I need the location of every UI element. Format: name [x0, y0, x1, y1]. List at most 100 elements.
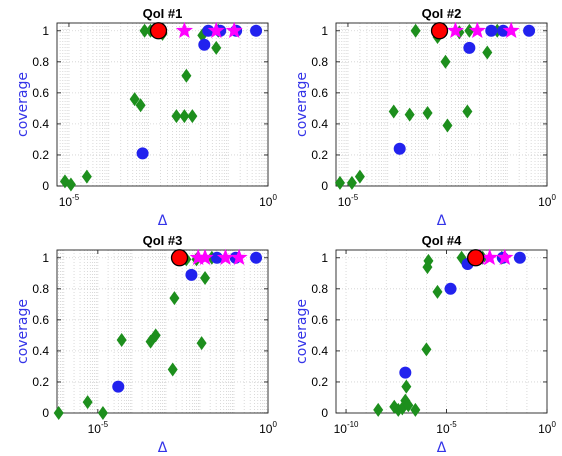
x-tick-label: 10-5	[338, 193, 359, 209]
diamond-marker	[181, 68, 192, 83]
x-tick-label: 100	[259, 193, 277, 209]
y-tick-label: 1	[321, 24, 328, 38]
star-marker	[225, 21, 243, 38]
y-tick-label: 0.4	[32, 117, 49, 131]
plot-area	[336, 23, 547, 186]
diamond-marker	[354, 169, 365, 184]
star-marker	[502, 21, 520, 38]
grid	[57, 250, 268, 413]
diamond-marker	[81, 169, 92, 184]
diamond-marker	[404, 107, 415, 122]
diamond-marker	[139, 23, 150, 38]
axes-frame	[335, 249, 548, 414]
circle-marker	[463, 41, 476, 54]
diamond-marker	[482, 45, 493, 60]
diamond-marker	[334, 175, 345, 190]
markers	[53, 248, 263, 420]
x-tick-label: 100	[538, 193, 556, 209]
circle-marker	[497, 24, 510, 37]
star-marker	[216, 248, 234, 265]
best-marker	[170, 249, 189, 267]
diamond-marker	[388, 104, 399, 119]
diamond-marker	[187, 109, 198, 124]
diamond-marker	[401, 379, 412, 394]
best-marker	[430, 22, 449, 40]
y-tick-label: 0.4	[311, 344, 328, 358]
diamond-marker	[200, 270, 211, 285]
circle-marker	[198, 38, 211, 51]
diamond-marker	[65, 177, 76, 192]
y-tick-label: 0.2	[311, 375, 328, 389]
y-tick-label: 0.6	[32, 86, 49, 100]
circle-marker	[112, 380, 125, 393]
y-axis-label: coverage	[294, 299, 310, 364]
star-marker	[175, 21, 193, 38]
chart-title: QoI #1	[143, 6, 183, 21]
y-axis-label: coverage	[15, 72, 31, 137]
diamond-marker	[442, 118, 453, 133]
diamond-marker	[97, 406, 108, 420]
y-tick-label: 0.8	[311, 55, 328, 69]
y-tick-label: 0	[42, 179, 49, 193]
best-marker	[467, 249, 485, 267]
y-tick-label: 0.8	[32, 55, 49, 69]
diamond-marker	[410, 23, 421, 38]
diamond-marker	[410, 402, 421, 417]
markers	[373, 248, 526, 417]
circle-marker	[399, 366, 412, 379]
panel-4: 0 0.2 0.4 0.6 0.8 1 10-10 10-5 100 QoI #4 Δcoverag…	[294, 233, 556, 456]
y-tick-label: 0.6	[311, 86, 328, 100]
diamond-marker	[169, 291, 180, 306]
circle-marker	[136, 147, 149, 160]
diamond-marker	[129, 92, 140, 107]
markers	[334, 21, 536, 190]
y-tick-label: 0.6	[311, 313, 328, 327]
y-tick-label: 0.2	[32, 148, 49, 162]
diamond-marker	[116, 333, 127, 348]
x-tick-label: 100	[259, 420, 277, 436]
diamond-marker	[462, 104, 473, 119]
diamond-marker	[464, 23, 475, 38]
circle-marker	[185, 268, 198, 281]
circle-marker	[210, 251, 223, 264]
circle-marker	[250, 251, 263, 264]
y-tick-label: 0.2	[311, 148, 328, 162]
x-tick-label: 10-5	[436, 420, 457, 436]
star-marker	[189, 248, 207, 265]
best-marker	[149, 22, 168, 40]
x-axis-label: Δ	[158, 440, 168, 456]
x-axis-label: Δ	[437, 440, 447, 456]
x-tick-label: 10-5	[88, 420, 109, 436]
star-marker	[196, 248, 214, 265]
star-marker	[496, 248, 514, 265]
y-tick-label: 1	[42, 24, 49, 38]
circle-marker	[523, 24, 536, 37]
y-tick-label: 0.2	[32, 375, 49, 389]
chart-title: QoI #2	[422, 6, 462, 21]
chart-title: QoI #3	[143, 233, 183, 248]
x-tick-label: 10-5	[59, 193, 80, 209]
circle-marker	[393, 142, 406, 155]
star-marker	[230, 248, 248, 265]
diamond-marker	[167, 362, 178, 377]
x-tick-label: 100	[538, 420, 556, 436]
diamond-marker	[53, 406, 64, 420]
y-tick-label: 0.6	[32, 313, 49, 327]
diamond-marker	[346, 175, 357, 190]
diamond-marker	[211, 40, 222, 55]
y-tick-label: 1	[321, 251, 328, 265]
diamond-marker	[432, 284, 443, 299]
y-tick-label: 1	[42, 251, 49, 265]
diamond-marker	[179, 109, 190, 124]
y-tick-label: 0	[42, 406, 49, 420]
circle-marker	[444, 282, 457, 295]
plot-area	[57, 23, 268, 186]
diamond-marker	[196, 336, 207, 351]
diamond-marker	[421, 342, 432, 357]
axes-frame	[56, 22, 269, 187]
star-marker	[481, 248, 499, 265]
